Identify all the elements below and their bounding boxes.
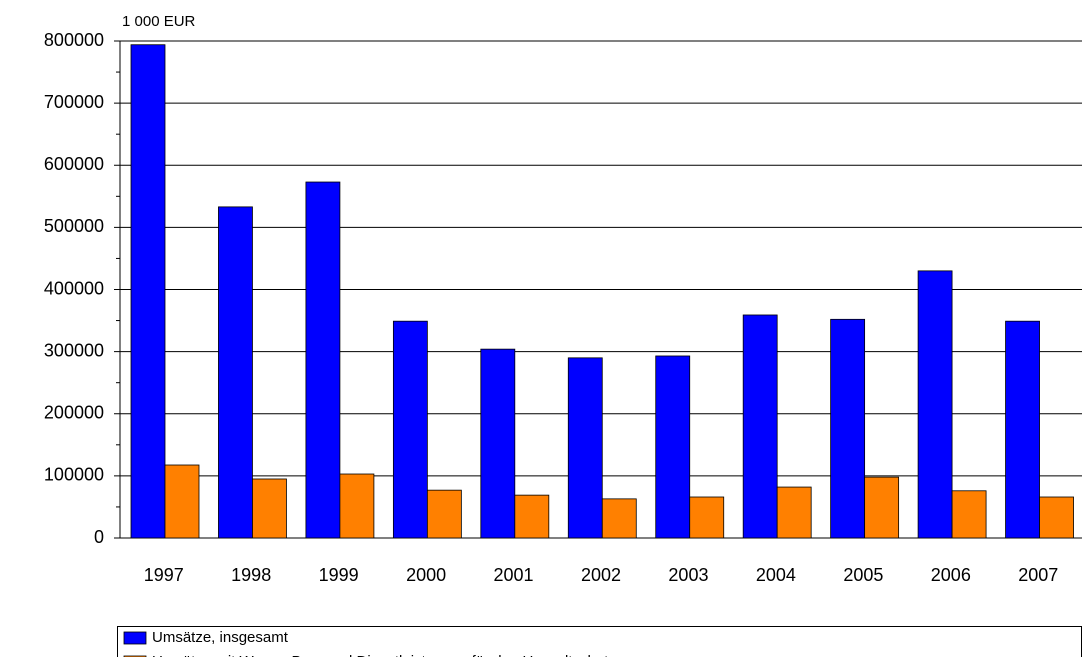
bar — [252, 478, 287, 539]
unit-label: 1 000 EUR — [122, 13, 196, 30]
bar — [689, 496, 725, 539]
y-tick-label: 800000 — [44, 30, 104, 50]
legend-label: Umsätze, insgesamt — [152, 629, 289, 646]
bar — [164, 464, 200, 539]
y-tick-label: 100000 — [44, 465, 104, 485]
x-tick-label: 2001 — [494, 565, 534, 585]
bar — [830, 318, 866, 539]
y-tick-label: 300000 — [44, 340, 104, 360]
bar — [339, 473, 375, 539]
y-tick-label: 700000 — [44, 92, 104, 112]
x-tick-label: 2005 — [843, 565, 883, 585]
bar — [514, 494, 550, 539]
bar — [1039, 496, 1074, 539]
bar — [426, 489, 462, 539]
bar — [742, 314, 778, 539]
bar — [917, 270, 953, 539]
x-tick-label: 2006 — [931, 565, 971, 585]
bar — [864, 476, 900, 539]
x-tick-label: 2003 — [668, 565, 708, 585]
y-tick-label: 0 — [94, 527, 104, 547]
y-tick-label: 500000 — [44, 216, 104, 236]
x-tick-label: 2000 — [406, 565, 446, 585]
y-tick-label: 600000 — [44, 154, 104, 174]
legend-label: Umsätze mit Waren, Bau- und Dienstleistu… — [152, 653, 616, 657]
bar — [951, 490, 987, 539]
bar — [1005, 320, 1040, 539]
y-tick-label: 400000 — [44, 278, 104, 298]
legend-swatch — [123, 631, 147, 645]
bar — [130, 44, 166, 539]
bar — [305, 181, 341, 539]
bar — [218, 206, 253, 539]
x-tick-label: 2002 — [581, 565, 621, 585]
x-tick-label: 1998 — [231, 565, 271, 585]
bar — [655, 355, 691, 539]
bar — [776, 486, 812, 539]
legend-box — [117, 626, 1082, 657]
bar — [567, 357, 603, 539]
x-tick-label: 2004 — [756, 565, 796, 585]
x-tick-label: 1997 — [144, 565, 184, 585]
bar — [601, 498, 637, 539]
y-tick-label: 200000 — [44, 403, 104, 423]
bar — [480, 348, 516, 539]
x-tick-label: 2007 — [1018, 565, 1058, 585]
x-tick-label: 1999 — [319, 565, 359, 585]
bar — [392, 320, 428, 539]
